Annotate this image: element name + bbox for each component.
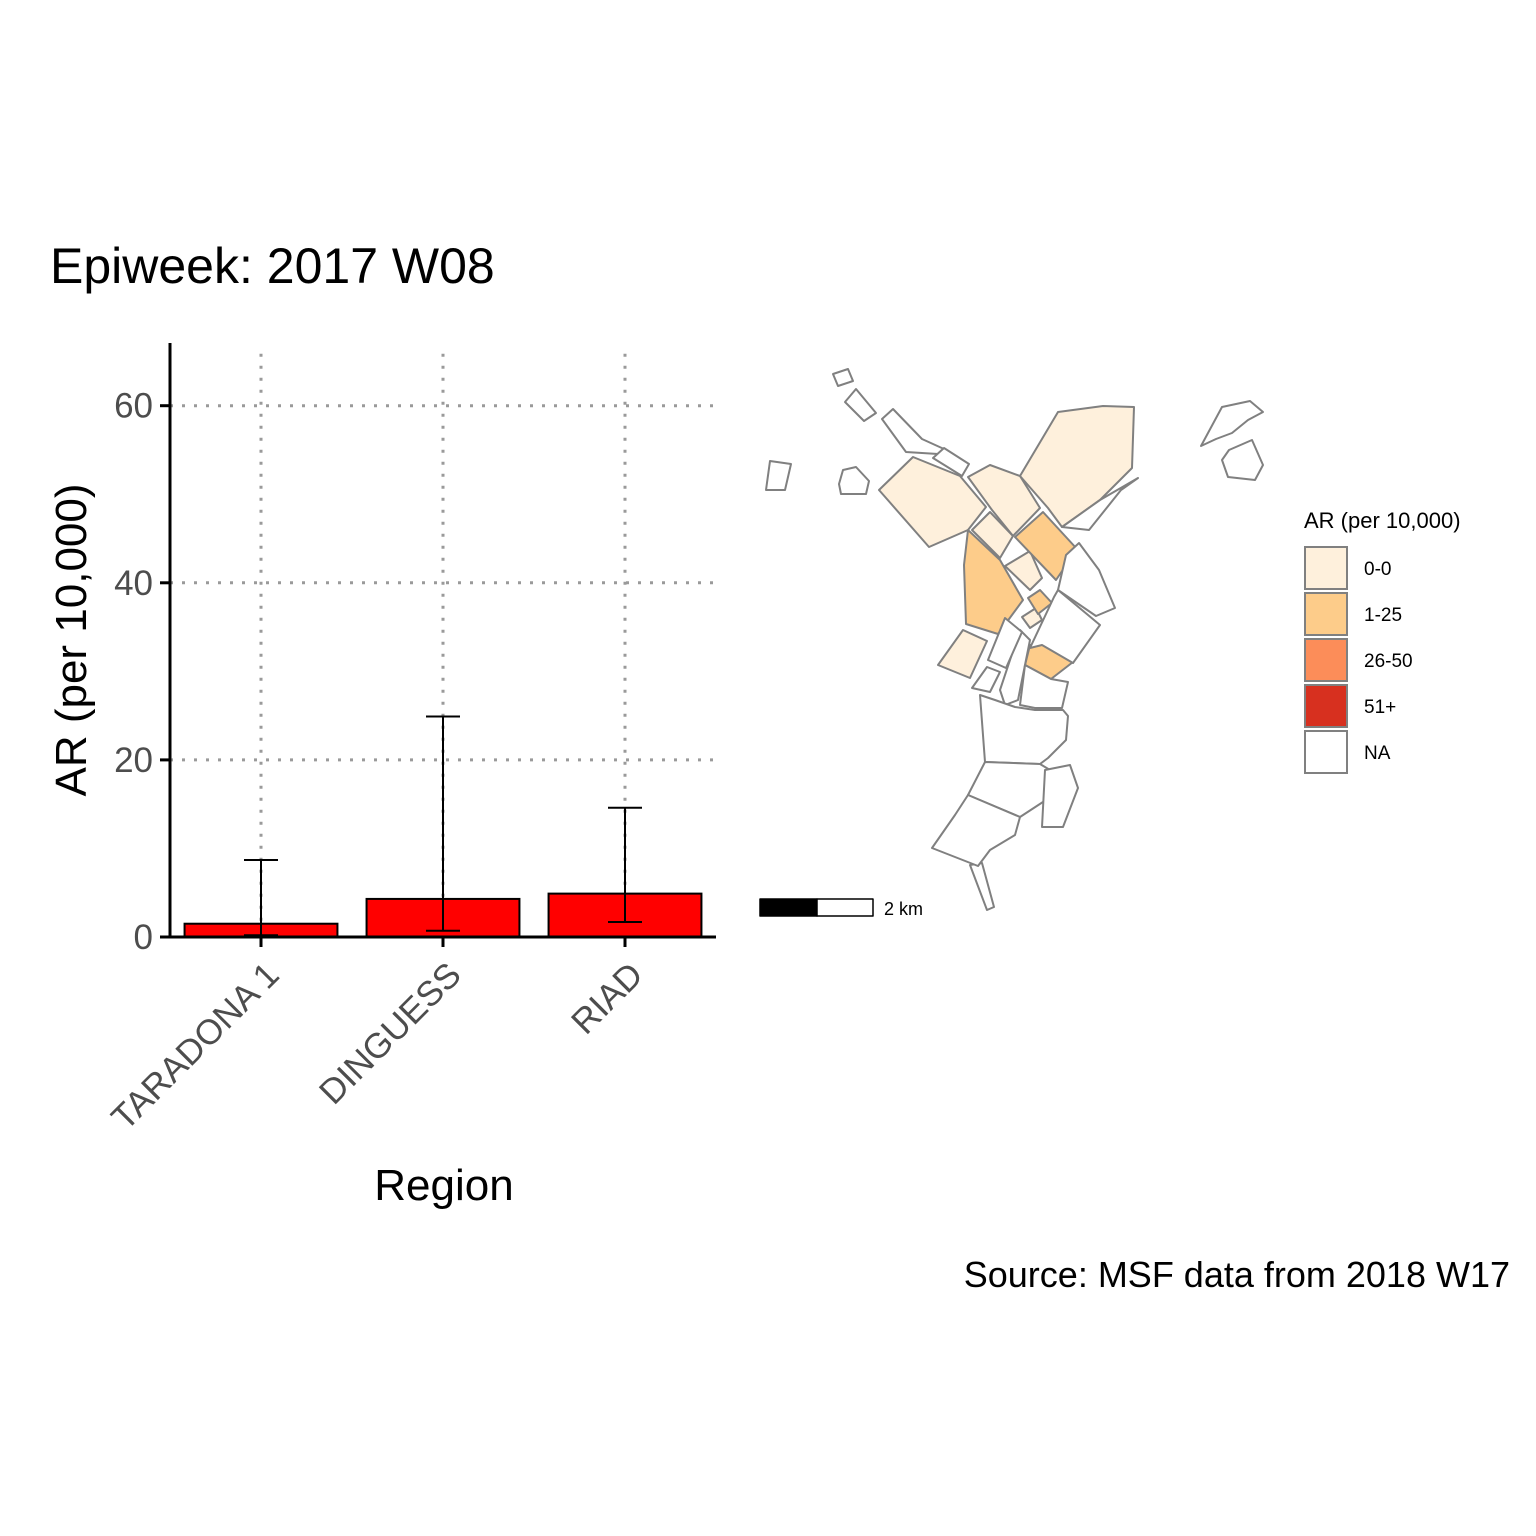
map-region [881, 408, 945, 455]
map-region [844, 388, 877, 422]
map-region [1041, 764, 1079, 828]
x-axis-ticks: TARADONA 1 DINGUESS RIAD [104, 937, 651, 1138]
map-region [1061, 477, 1139, 531]
map-legend: AR (per 10,000) 0-0 1-25 26-50 51+ NA [1304, 508, 1461, 774]
map-region [987, 617, 1023, 669]
map-region [1029, 589, 1101, 664]
plot-title: Epiweek: 2017 W08 [50, 238, 495, 294]
legend-items: 0-0 1-25 26-50 51+ NA [1304, 546, 1413, 774]
bar-chart: 0 20 40 60 TARADONA 1 DINGUESS RIAD Region AR… [47, 343, 716, 1210]
legend-label: 0-0 [1364, 559, 1391, 580]
y-tick-label: 60 [114, 387, 153, 426]
error-bars [244, 715, 642, 937]
map-region [937, 629, 988, 679]
map-region [1019, 664, 1069, 709]
scale-bar-label: 2 km [884, 899, 923, 919]
choropleth-map: 2 km [759, 368, 1264, 919]
y-tick-label: 0 [134, 918, 153, 957]
plot-caption: Source: MSF data from 2018 W17 [964, 1254, 1510, 1295]
legend-title: AR (per 10,000) [1304, 508, 1461, 533]
map-region [969, 862, 995, 911]
map-region [878, 456, 987, 548]
map-region [971, 511, 1014, 559]
legend-swatch [1304, 730, 1348, 774]
y-tick-label: 20 [114, 741, 153, 780]
legend-label: 51+ [1364, 697, 1396, 718]
y-tick-label: 40 [114, 564, 153, 603]
legend-label: NA [1364, 743, 1391, 764]
x-tick-label: TARADONA 1 [104, 955, 287, 1138]
map-region [765, 460, 792, 491]
x-axis-title: Region [374, 1161, 513, 1210]
map-region [838, 466, 870, 495]
y-axis-title: AR (per 10,000) [47, 483, 96, 796]
legend-label: 1-25 [1364, 605, 1402, 626]
legend-label: 26-50 [1364, 651, 1413, 672]
grid-lines [170, 353, 716, 937]
legend-swatch [1304, 592, 1348, 636]
map-region [1200, 400, 1264, 447]
map-region [967, 464, 1041, 537]
y-axis-ticks: 0 20 40 60 [114, 387, 170, 957]
map-region [931, 794, 1021, 867]
map-region [1004, 550, 1043, 591]
scale-bar [759, 898, 874, 917]
map-region [932, 447, 970, 477]
map-region [1221, 439, 1264, 481]
map-region [999, 629, 1031, 706]
legend-swatch [1304, 684, 1348, 728]
map-region [1019, 405, 1135, 528]
map-region [971, 666, 1001, 693]
legend-swatch [1304, 546, 1348, 590]
map-region [832, 368, 854, 387]
x-tick-label: DINGUESS [312, 955, 469, 1112]
legend-swatch [1304, 638, 1348, 682]
x-tick-label: RIAD [564, 955, 651, 1042]
